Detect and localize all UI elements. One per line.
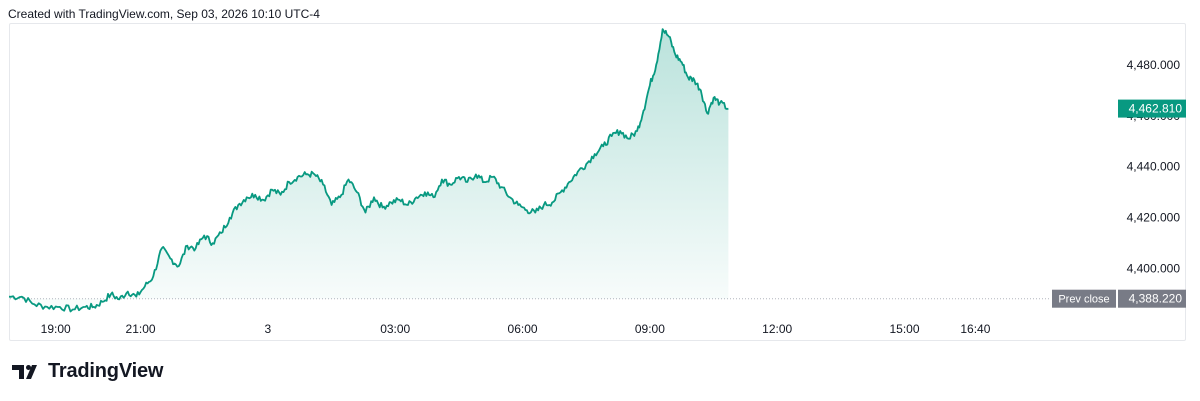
price-line [8, 28, 729, 313]
x-tick-label: 21:00 [126, 322, 156, 336]
area-fill [9, 29, 729, 312]
x-tick-label: 06:00 [508, 322, 538, 336]
x-tick-label: 15:00 [889, 322, 919, 336]
prev-close-label: Prev close [1058, 294, 1109, 306]
prev-close-tag [1052, 289, 1116, 308]
created-with-caption: Created with TradingView.com, Sep 03, 20… [8, 7, 320, 21]
x-tick-label: 3 [265, 322, 272, 336]
y-tick-label: 4,480.000 [1127, 58, 1181, 72]
x-tick-label: 12:00 [762, 322, 792, 336]
brand-name: TradingView [48, 360, 164, 382]
last-price-badge [1118, 99, 1186, 118]
x-tick-label: 09:00 [635, 322, 665, 336]
chart-panel[interactable] [9, 23, 1186, 341]
last-price-label: 4,462.810 [1129, 102, 1183, 116]
tradingview-logo-icon [12, 364, 37, 379]
tradingview-brand[interactable]: TradingView [12, 360, 163, 383]
prev-close-value-badge [1118, 289, 1186, 308]
y-tick-label: 4,420.000 [1127, 211, 1181, 225]
y-tick-label: 4,440.000 [1127, 160, 1181, 174]
prev-close-value: 4,388.220 [1129, 292, 1183, 306]
x-tick-label: 19:00 [41, 322, 71, 336]
y-tick-label: 4,400.000 [1127, 262, 1181, 276]
x-tick-label: 03:00 [380, 322, 410, 336]
x-tick-label: 16:40 [960, 322, 990, 336]
